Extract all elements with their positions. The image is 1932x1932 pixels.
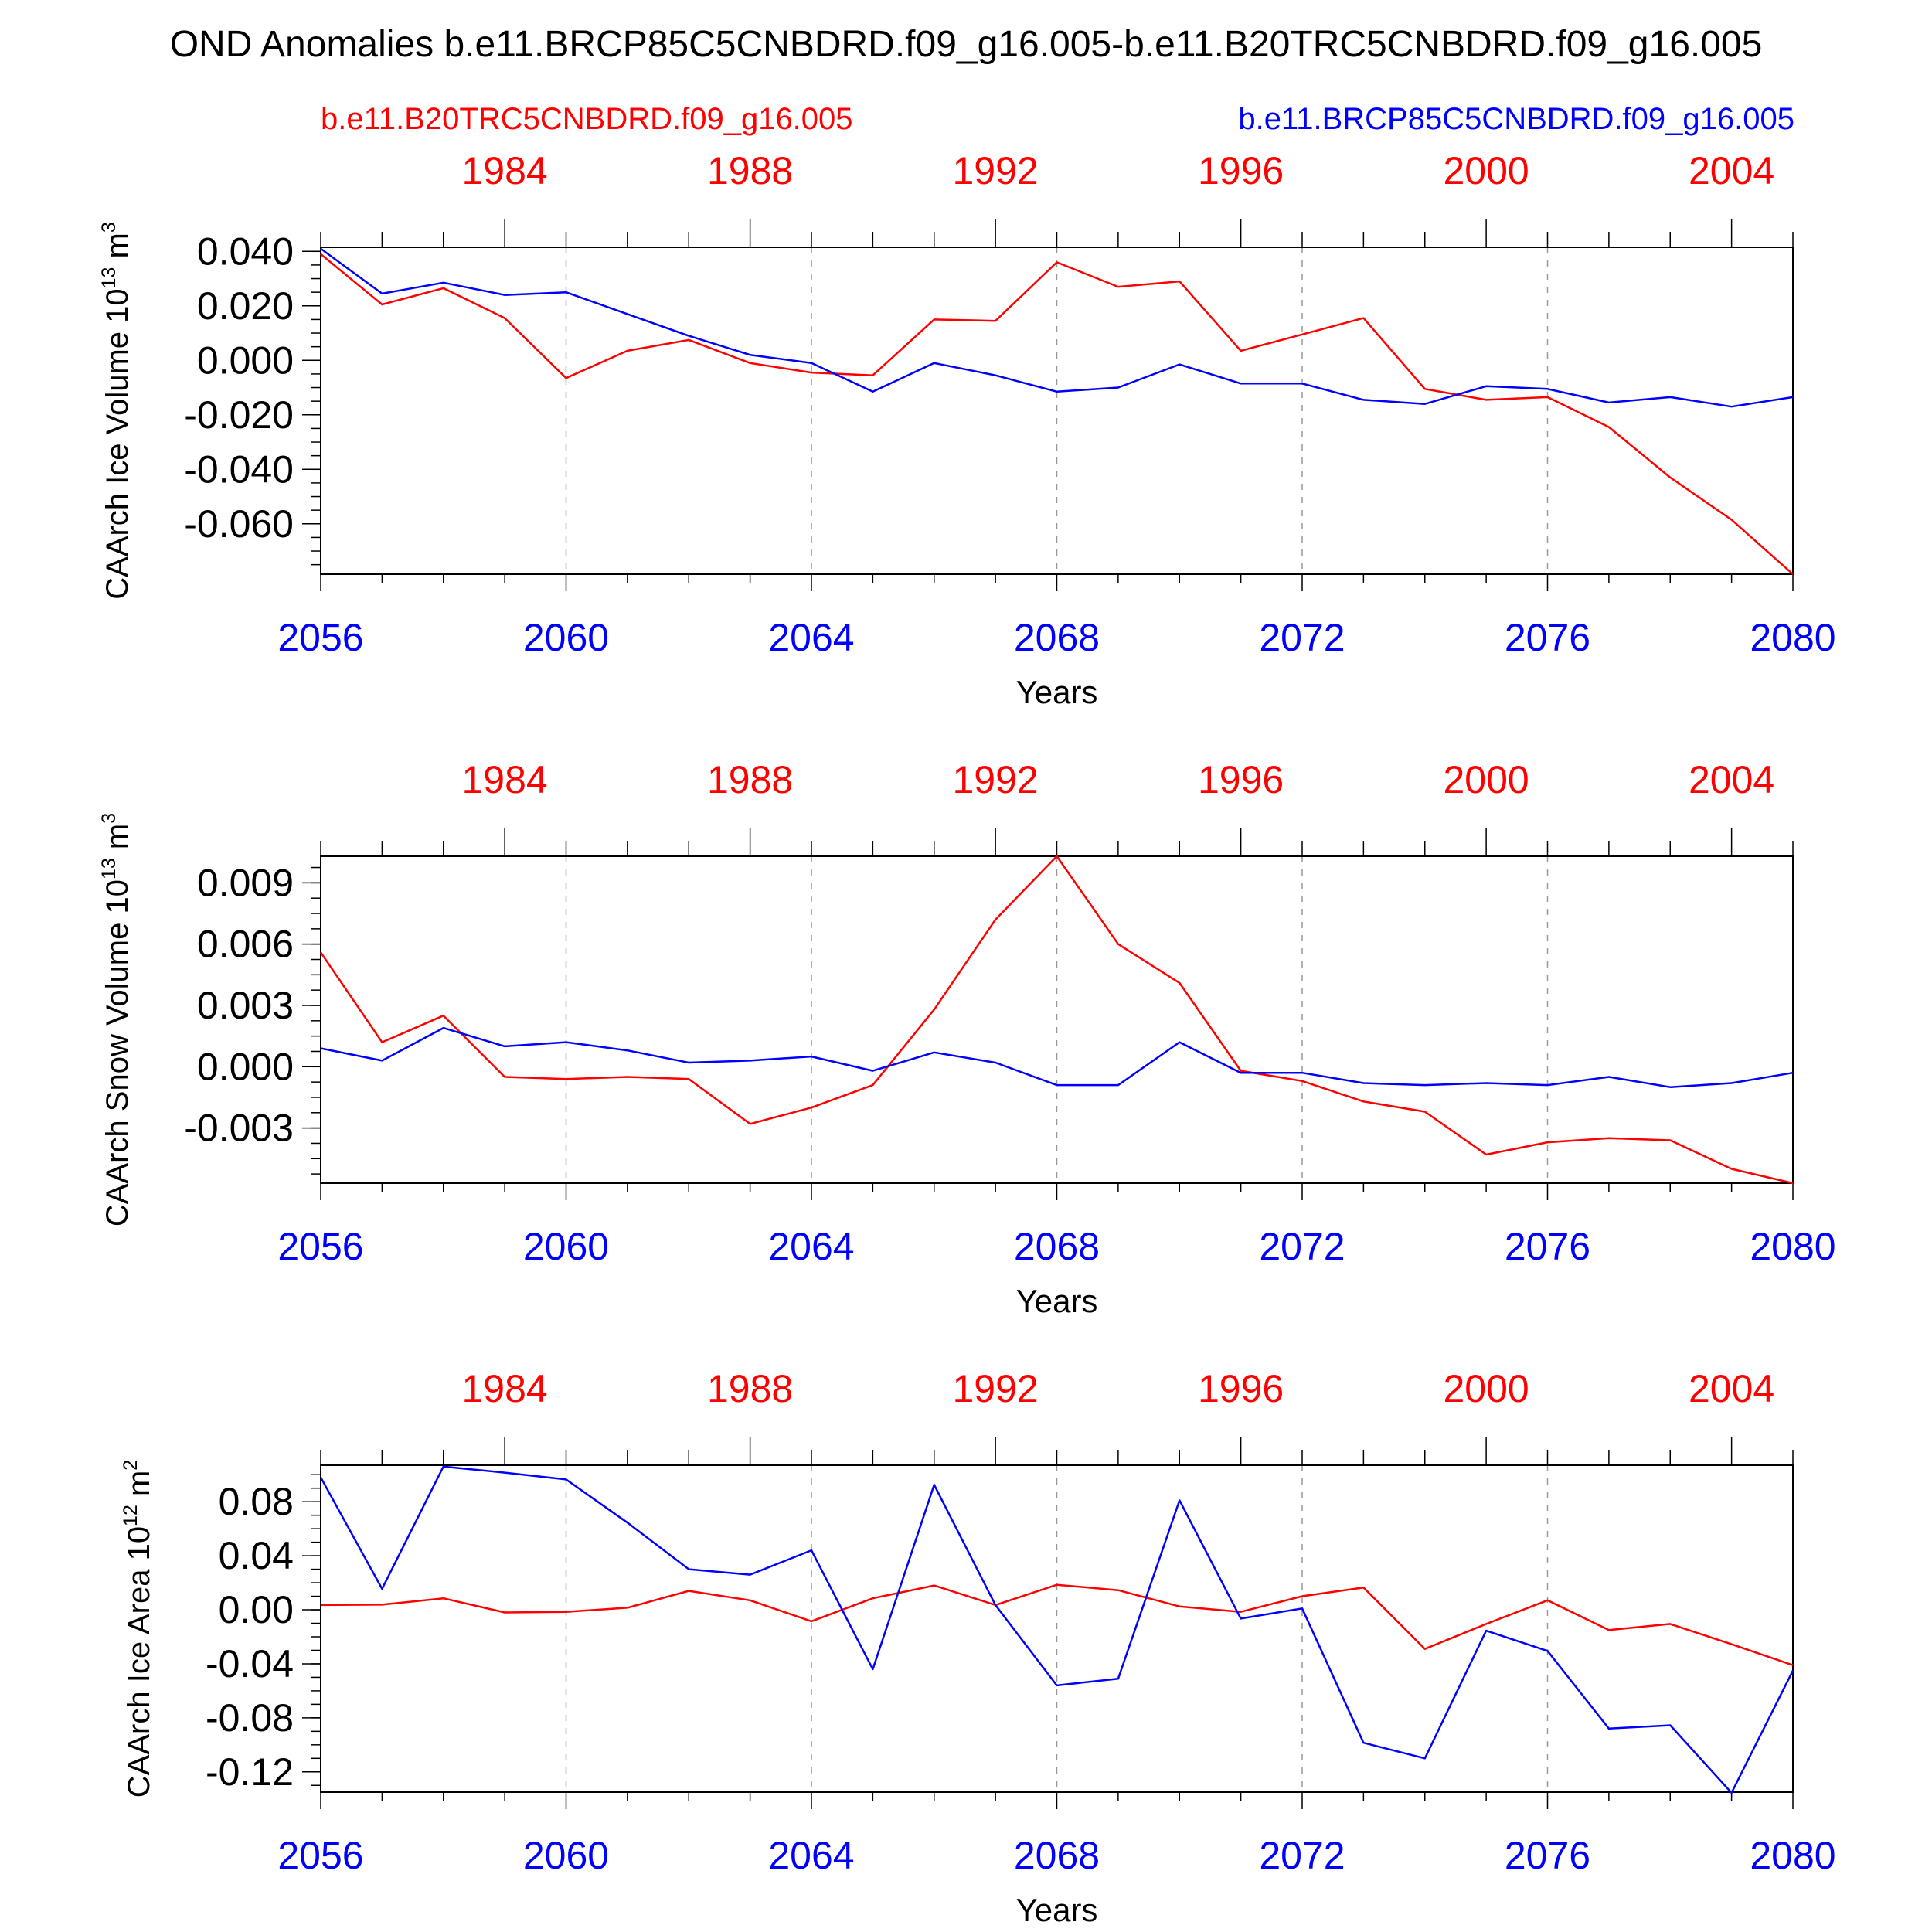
x-tick-label-top: 2000: [1444, 1367, 1529, 1410]
x-tick-label-bottom: 2076: [1505, 616, 1590, 659]
y-tick-label: -0.003: [184, 1107, 294, 1150]
x-tick-label-top: 2004: [1689, 1367, 1774, 1410]
x-tick-label-bottom: 2056: [277, 1834, 363, 1877]
panels: 2056 2060 2064 2068 2072 2076 2080 1984 1988 1992…: [98, 149, 1836, 1928]
series-line-blue: [320, 247, 1794, 408]
x-tick-label-bottom: 2080: [1750, 1834, 1835, 1877]
x-axis-title: Years: [1016, 1283, 1098, 1319]
y-tick-label: 0.006: [197, 923, 294, 966]
y-tick-label: 0.04: [219, 1534, 294, 1577]
x-tick-label-bottom: 2068: [1014, 1834, 1100, 1877]
x-tick-label-bottom: 2072: [1259, 1834, 1345, 1877]
x-tick-label-bottom: 2060: [523, 1225, 609, 1268]
y-tick-label: 0.020: [197, 284, 294, 328]
series-line-blue: [320, 1026, 1794, 1088]
y-tick-label: -0.060: [184, 502, 294, 546]
y-tick-label: -0.08: [206, 1696, 294, 1740]
y-axis-title-part: m: [100, 233, 134, 267]
x-tick-label-top: 2000: [1444, 149, 1529, 192]
chart-panel-3: 2056 2060 2064 2068 2072 2076 2080 1984 1988 1992…: [120, 1367, 1836, 1928]
y-axis-title-part: CAArch Ice Volume 10: [100, 288, 134, 599]
y-axis-title: CAArch Snow Volume 1013 m3: [98, 813, 134, 1226]
y-axis-title-exponent: 3: [98, 813, 120, 824]
x-tick-label-bottom: 2056: [277, 616, 363, 659]
x-tick-label-top: 1988: [707, 758, 793, 801]
x-tick-label-bottom: 2076: [1505, 1834, 1590, 1877]
y-tick-label: -0.04: [206, 1642, 294, 1685]
x-tick-label-top: 2004: [1689, 758, 1774, 801]
y-tick-label: 0.040: [197, 230, 294, 273]
plot-frame: [320, 1464, 1794, 1793]
legend-left-label: b.e11.B20TRC5CNBDRD.f09_g16.005: [321, 102, 853, 136]
x-tick-label-bottom: 2056: [277, 1225, 363, 1268]
chart-panel-1: 2056 2060 2064 2068 2072 2076 2080 1984 1988 1992…: [98, 149, 1836, 710]
series-line-red: [319, 855, 1794, 1185]
x-tick-label-top: 2004: [1689, 149, 1774, 192]
x-tick-label-top: 1996: [1198, 1367, 1284, 1410]
x-tick-label-bottom: 2072: [1259, 616, 1345, 659]
x-tick-label-bottom: 2060: [523, 1834, 609, 1877]
y-axis-title: CAArch Ice Area 1012 m2: [120, 1460, 156, 1798]
y-tick-label: 0.000: [197, 1045, 294, 1088]
series-line-blue: [319, 1465, 1794, 1794]
x-tick-label-bottom: 2064: [768, 1834, 854, 1877]
x-tick-label-bottom: 2072: [1259, 1225, 1345, 1268]
y-tick-label: 0.08: [219, 1480, 294, 1523]
x-tick-label-top: 1992: [953, 149, 1039, 192]
x-tick-label-top: 1992: [953, 1367, 1039, 1410]
y-axis-title-part: m: [122, 1471, 156, 1505]
y-tick-label: 0.009: [197, 861, 294, 904]
x-tick-label-top: 1988: [707, 1367, 793, 1410]
legend-right-label: b.e11.BRCP85C5CNBDRD.f09_g16.005: [1238, 102, 1794, 136]
y-axis-title-exponent: 2: [120, 1460, 141, 1471]
y-tick-label: 0.003: [197, 984, 294, 1027]
y-axis-title-exponent: 3: [98, 222, 120, 233]
x-tick-label-bottom: 2068: [1014, 616, 1100, 659]
series-line-red: [320, 1583, 1794, 1666]
x-tick-label-top: 1992: [953, 758, 1039, 801]
series-line-red: [320, 253, 1794, 575]
x-tick-label-top: 1984: [462, 758, 548, 801]
figure-title: OND Anomalies b.e11.BRCP85C5CNBDRD.f09_g…: [170, 24, 1763, 65]
plot-frame: [320, 247, 1794, 575]
x-tick-label-bottom: 2080: [1750, 616, 1835, 659]
x-tick-label-bottom: 2064: [768, 616, 854, 659]
x-tick-label-bottom: 2080: [1750, 1225, 1835, 1268]
y-axis-title-exponent: 13: [98, 858, 120, 879]
x-tick-label-top: 1984: [462, 149, 548, 192]
y-axis-title-part: CAArch Ice Area 10: [122, 1526, 156, 1798]
y-axis-title-part: CAArch Snow Volume 10: [100, 879, 134, 1226]
y-tick-label: -0.12: [206, 1750, 294, 1794]
chart-panel-2: 2056 2060 2064 2068 2072 2076 2080 1984 1988 1992…: [98, 758, 1836, 1319]
y-axis-title: CAArch Ice Volume 1013 m3: [98, 222, 134, 600]
x-axis-title: Years: [1016, 1892, 1098, 1928]
x-tick-label-top: 1996: [1198, 149, 1284, 192]
x-tick-label-top: 1996: [1198, 758, 1284, 801]
x-tick-label-bottom: 2060: [523, 616, 609, 659]
y-axis-title-part: m: [100, 824, 134, 858]
y-axis-title-exponent: 13: [98, 267, 120, 289]
x-tick-label-top: 1984: [462, 1367, 548, 1410]
x-tick-label-top: 1988: [707, 149, 793, 192]
x-tick-label-bottom: 2068: [1014, 1225, 1100, 1268]
y-tick-label: -0.040: [184, 447, 294, 491]
x-tick-label-top: 2000: [1444, 758, 1529, 801]
x-tick-label-bottom: 2076: [1505, 1225, 1590, 1268]
y-tick-label: 0.00: [219, 1588, 294, 1631]
y-tick-label: -0.020: [184, 393, 294, 437]
y-tick-label: 0.000: [197, 338, 294, 382]
x-tick-label-bottom: 2064: [768, 1225, 854, 1268]
x-axis-title: Years: [1016, 674, 1098, 710]
y-axis-title-exponent: 12: [120, 1505, 141, 1526]
